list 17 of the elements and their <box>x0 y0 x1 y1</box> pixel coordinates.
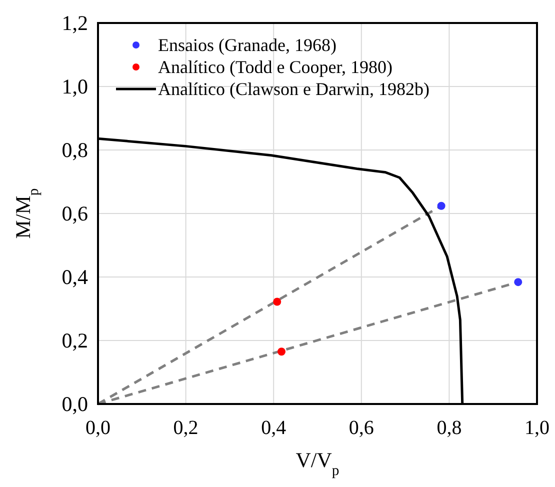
x-tick-label: 0,4 <box>261 417 286 439</box>
y-tick-label: 0,0 <box>62 392 88 416</box>
y-tick-label: 0,4 <box>62 265 88 289</box>
x-tick-label: 0,6 <box>348 417 374 439</box>
legend-label: Ensaios (Granade, 1968) <box>158 35 336 55</box>
x-tick-label: 1,0 <box>524 417 550 439</box>
x-axis-title: V/V$_{p}$ <box>296 448 340 479</box>
y-tick-label: 0,2 <box>62 328 88 352</box>
x-tick-label: 0,2 <box>173 417 198 439</box>
legend-label: Analítico (Todd e Cooper, 1980) <box>158 57 392 77</box>
x-tick-label: 0,8 <box>436 417 462 439</box>
y-tick-label: 1,2 <box>62 11 88 35</box>
y-tick-label: 0,6 <box>62 202 88 226</box>
y-tick-label: 0,8 <box>62 138 88 162</box>
x-tick-label: 0,0 <box>86 417 110 439</box>
y-tick-label: 1,0 <box>62 74 88 98</box>
legend-label: Analítico (Clawson e Darwin, 1982b) <box>158 79 430 99</box>
